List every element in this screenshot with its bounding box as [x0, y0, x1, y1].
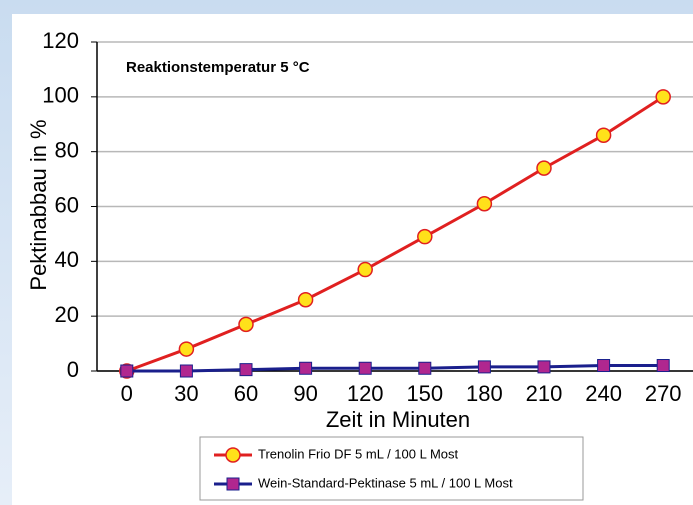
- x-tick-label: 210: [526, 381, 563, 406]
- point: [225, 447, 241, 463]
- point: [357, 261, 373, 278]
- point: [597, 359, 611, 373]
- point: [299, 361, 313, 375]
- point: [358, 361, 372, 375]
- y-tick-label: 60: [55, 192, 79, 217]
- point: [477, 360, 491, 374]
- x-axis-label: Zeit in Minuten: [326, 407, 470, 432]
- point: [120, 364, 134, 378]
- y-axis-label: Pektinabbau in %: [26, 119, 51, 290]
- x-tick-label: 120: [347, 381, 384, 406]
- y-tick-label: 0: [67, 357, 79, 382]
- point: [297, 291, 314, 308]
- legend-label: Trenolin Frio DF 5 mL / 100 L Most: [258, 446, 459, 461]
- point: [476, 196, 493, 212]
- x-tick-label: 180: [466, 381, 503, 406]
- legend: [199, 436, 584, 501]
- y-tick-label: 40: [55, 247, 79, 272]
- x-tick-label: 30: [174, 381, 198, 406]
- point: [417, 228, 433, 245]
- point: [178, 341, 195, 357]
- point: [226, 477, 240, 491]
- x-tick-label: 270: [645, 381, 682, 406]
- x-tick-label: 240: [585, 381, 622, 406]
- chart-area: [12, 14, 693, 505]
- annotation: Reaktionstemperatur 5 °C: [126, 59, 310, 76]
- legend-label: Wein-Standard-Pektinase 5 mL / 100 L Mos…: [258, 475, 513, 490]
- point: [656, 359, 670, 373]
- y-tick-label: 20: [55, 302, 79, 327]
- series-line: [126, 95, 665, 373]
- point: [239, 363, 253, 377]
- point: [536, 160, 552, 176]
- y-tick-label: 100: [42, 83, 79, 108]
- point: [595, 127, 612, 143]
- y-tick-label: 120: [42, 28, 79, 53]
- x-tick-label: 90: [293, 381, 317, 406]
- series-line: [126, 364, 664, 373]
- y-tick-label: 80: [55, 137, 79, 162]
- x-tick-label: 150: [406, 381, 443, 406]
- point: [238, 316, 254, 333]
- point: [537, 360, 551, 374]
- point: [179, 364, 193, 378]
- point: [418, 361, 432, 375]
- x-tick-label: 60: [234, 381, 258, 406]
- point: [655, 89, 671, 105]
- x-tick-label: 0: [121, 381, 133, 406]
